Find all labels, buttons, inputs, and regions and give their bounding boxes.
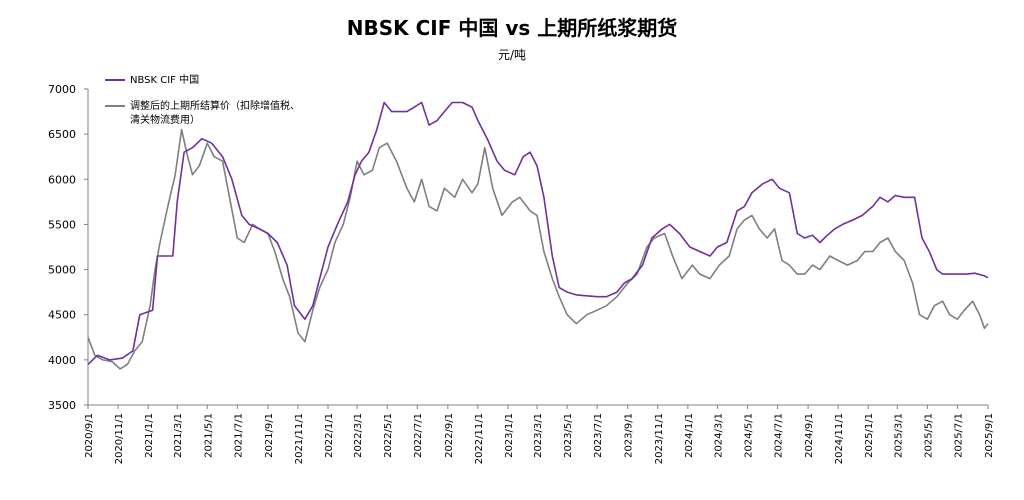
y-tick-label: 3500 bbox=[48, 399, 76, 412]
series-line-shfe-adjusted bbox=[87, 128, 989, 370]
x-tick-label: 2021/7/1 bbox=[233, 413, 244, 458]
y-tick-label: 5500 bbox=[48, 218, 76, 231]
legend-label-shfe: 调整后的上期所结算价（扣除增值税、清关物流费用） bbox=[130, 99, 300, 126]
x-tick-label: 2025/3/1 bbox=[893, 413, 904, 458]
x-axis-ticks: 2020/9/1 2020/11/1 2021/1/1 2021/3/1 2021/5/… bbox=[84, 405, 995, 464]
y-axis-ticks: 3500 4000 4500 5000 5500 6000 6500 7000 bbox=[48, 83, 88, 412]
x-tick-label: 2022/11/1 bbox=[474, 413, 485, 464]
y-tick-label: 4000 bbox=[48, 354, 76, 367]
x-tick-label: 2024/9/1 bbox=[804, 413, 815, 458]
x-tick-label: 2022/9/1 bbox=[444, 413, 455, 458]
x-tick-label: 2022/1/1 bbox=[324, 413, 335, 458]
x-tick-label: 2024/3/1 bbox=[713, 413, 724, 458]
x-tick-label: 2023/7/1 bbox=[593, 413, 604, 458]
series-line-nbsk-cif bbox=[87, 101, 989, 365]
x-tick-label: 2021/3/1 bbox=[173, 413, 184, 458]
legend: NBSK CIF 中国 调整后的上期所结算价（扣除增值税、清关物流费用） bbox=[105, 73, 300, 126]
x-tick-label: 2023/1/1 bbox=[504, 413, 515, 458]
x-tick-label: 2021/9/1 bbox=[264, 413, 275, 458]
x-tick-label: 2025/5/1 bbox=[923, 413, 934, 458]
x-tick-label: 2024/11/1 bbox=[834, 413, 845, 464]
x-tick-label: 2025/1/1 bbox=[864, 413, 875, 458]
x-tick-label: 2021/1/1 bbox=[144, 413, 155, 458]
x-tick-label: 2020/11/1 bbox=[114, 413, 125, 464]
x-tick-label: 2022/5/1 bbox=[383, 413, 394, 458]
y-tick-label: 6500 bbox=[48, 128, 76, 141]
legend-label-nbsk: NBSK CIF 中国 bbox=[130, 73, 199, 86]
y-axis-unit-label: 元/吨 bbox=[497, 48, 527, 62]
y-tick-label: 4500 bbox=[48, 309, 76, 322]
chart-title: NBSK CIF 中国 vs 上期所纸浆期货 bbox=[346, 16, 678, 40]
x-tick-label: 2023/5/1 bbox=[563, 413, 574, 458]
series-lines bbox=[87, 101, 989, 370]
x-tick-label: 2022/3/1 bbox=[353, 413, 364, 458]
x-tick-label: 2025/7/1 bbox=[953, 413, 964, 458]
x-tick-label: 2020/9/1 bbox=[84, 413, 95, 458]
y-tick-label: 6000 bbox=[48, 173, 76, 186]
y-tick-label: 5000 bbox=[48, 264, 76, 277]
x-tick-label: 2021/5/1 bbox=[203, 413, 214, 458]
x-tick-label: 2022/7/1 bbox=[413, 413, 424, 458]
x-tick-label: 2023/9/1 bbox=[624, 413, 635, 458]
x-tick-label: 2023/11/1 bbox=[654, 413, 665, 464]
x-tick-label: 2025/9/1 bbox=[984, 413, 995, 458]
x-tick-label: 2021/11/1 bbox=[294, 413, 305, 464]
x-tick-label: 2023/3/1 bbox=[533, 413, 544, 458]
y-tick-label: 7000 bbox=[48, 83, 76, 96]
x-tick-label: 2024/5/1 bbox=[743, 413, 754, 458]
x-tick-label: 2024/1/1 bbox=[684, 413, 695, 458]
x-tick-label: 2024/7/1 bbox=[774, 413, 785, 458]
